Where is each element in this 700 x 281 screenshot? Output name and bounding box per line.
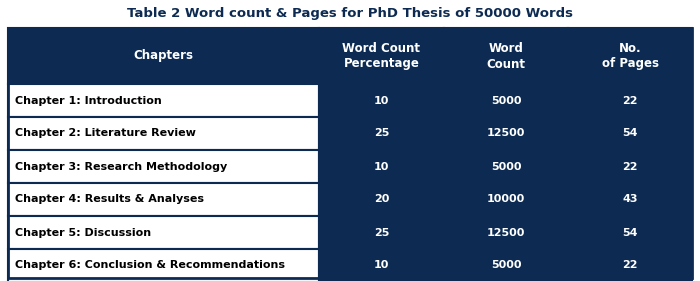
Text: 10: 10 (374, 96, 389, 105)
Bar (568, 249, 692, 281)
Text: 5000: 5000 (491, 96, 522, 105)
Text: 54: 54 (622, 128, 638, 139)
Bar (8, 249, 319, 281)
Text: 10000: 10000 (486, 194, 525, 205)
Bar (319, 183, 444, 216)
Text: 22: 22 (622, 162, 638, 171)
Bar (319, 150, 444, 183)
Text: Chapter 5: Discussion: Chapter 5: Discussion (15, 228, 151, 237)
Text: 20: 20 (374, 194, 389, 205)
Bar (319, 117, 444, 150)
Text: Chapter 6: Conclusion & Recommendations: Chapter 6: Conclusion & Recommendations (15, 260, 285, 271)
Text: Chapter 2: Literature Review: Chapter 2: Literature Review (15, 128, 196, 139)
Text: Chapter 3: Research Methodology: Chapter 3: Research Methodology (15, 162, 227, 171)
Bar (568, 28, 692, 84)
Bar (568, 150, 692, 183)
Bar (444, 117, 568, 150)
Bar (8, 150, 319, 183)
Bar (444, 249, 568, 281)
Bar (444, 183, 568, 216)
Bar (444, 28, 568, 84)
Bar (568, 183, 692, 216)
Bar (319, 28, 444, 84)
Bar (8, 28, 692, 278)
Text: Chapters: Chapters (134, 49, 194, 62)
Text: 5000: 5000 (491, 260, 522, 271)
Text: 22: 22 (622, 96, 638, 105)
Text: Word
Count: Word Count (486, 42, 526, 71)
Text: 25: 25 (374, 128, 389, 139)
Text: 54: 54 (622, 228, 638, 237)
Bar (568, 84, 692, 117)
Bar (8, 28, 319, 84)
Text: Chapter 4: Results & Analyses: Chapter 4: Results & Analyses (15, 194, 204, 205)
Text: 10: 10 (374, 260, 389, 271)
Bar (8, 216, 319, 249)
Bar (8, 183, 319, 216)
Bar (8, 117, 319, 150)
Text: 12500: 12500 (486, 228, 525, 237)
Bar (8, 84, 319, 117)
Bar (444, 150, 568, 183)
Text: Table 2 Word count & Pages for PhD Thesis of 50000 Words: Table 2 Word count & Pages for PhD Thesi… (127, 6, 573, 19)
Bar (444, 216, 568, 249)
Text: 43: 43 (622, 194, 638, 205)
Text: 5000: 5000 (491, 162, 522, 171)
Text: No.
of Pages: No. of Pages (601, 42, 659, 71)
Bar (319, 216, 444, 249)
Bar (319, 84, 444, 117)
Bar (319, 249, 444, 281)
Text: Word Count
Percentage: Word Count Percentage (342, 42, 421, 71)
Text: 25: 25 (374, 228, 389, 237)
Bar (444, 84, 568, 117)
Text: 12500: 12500 (486, 128, 525, 139)
Text: Chapter 1: Introduction: Chapter 1: Introduction (15, 96, 162, 105)
Bar (568, 117, 692, 150)
Text: 10: 10 (374, 162, 389, 171)
Bar (568, 216, 692, 249)
Text: 22: 22 (622, 260, 638, 271)
